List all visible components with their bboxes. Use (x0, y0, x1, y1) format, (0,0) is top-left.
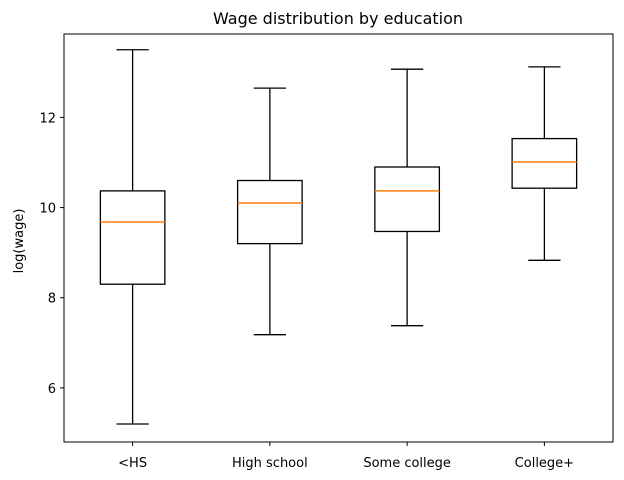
y-axis-label: log(wage) (12, 209, 27, 274)
box-3 (374, 68, 441, 327)
y-axis-ticks: 6 8 10 12 (39, 111, 64, 397)
y-tick-label: 10 (39, 202, 56, 217)
y-tick-label: 8 (48, 292, 56, 307)
iqr-box (511, 137, 578, 189)
x-tick-label: High school (232, 456, 308, 471)
chart-title: Wage distribution by education (213, 9, 463, 28)
box-2 (236, 87, 303, 336)
y-tick-label: 6 (48, 382, 56, 397)
iqr-box (374, 166, 441, 233)
box-1 (99, 49, 166, 425)
y-tick-label: 12 (39, 111, 56, 126)
box-4 (511, 66, 578, 261)
x-tick-label: Some college (363, 456, 451, 471)
iqr-box (99, 190, 166, 285)
x-tick-label: <HS (118, 456, 147, 471)
x-tick-label: College+ (515, 456, 574, 471)
plot-area-frame (63, 33, 614, 443)
iqr-box (236, 179, 303, 245)
x-axis-ticks: <HS High school Some college College+ (118, 442, 574, 471)
box-series (99, 49, 578, 425)
